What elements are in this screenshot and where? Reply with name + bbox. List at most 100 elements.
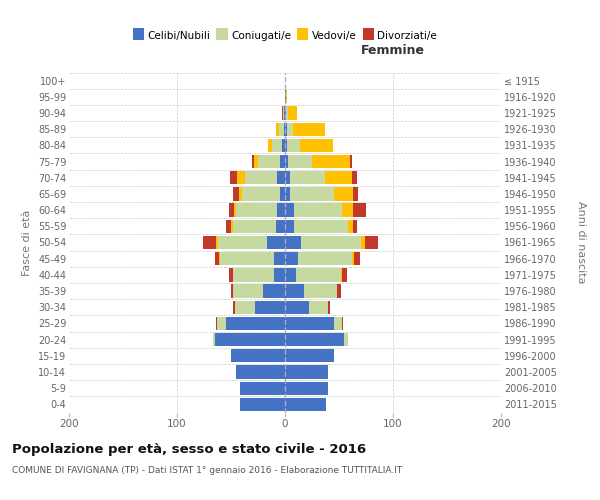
Bar xyxy=(290,171,325,184)
Bar xyxy=(229,204,234,217)
Bar xyxy=(283,106,284,120)
Bar xyxy=(353,188,358,200)
Bar xyxy=(285,333,344,346)
Bar xyxy=(347,220,353,233)
Bar xyxy=(231,349,285,362)
Bar xyxy=(274,268,285,281)
Bar xyxy=(285,382,328,395)
Bar xyxy=(231,284,233,298)
Bar xyxy=(304,284,337,298)
Bar xyxy=(298,252,352,266)
Bar xyxy=(312,155,350,168)
Bar xyxy=(285,204,293,217)
Bar xyxy=(341,268,342,281)
Bar xyxy=(233,300,235,314)
Bar xyxy=(290,188,334,200)
Bar xyxy=(285,155,288,168)
Bar xyxy=(233,268,274,281)
Bar xyxy=(282,138,285,152)
Bar xyxy=(277,171,285,184)
Bar xyxy=(233,220,277,233)
Bar xyxy=(296,268,341,281)
Bar xyxy=(236,366,285,378)
Bar xyxy=(234,204,236,217)
Bar xyxy=(352,252,354,266)
Bar xyxy=(285,171,290,184)
Bar xyxy=(251,155,254,168)
Bar xyxy=(285,284,304,298)
Bar xyxy=(354,252,359,266)
Bar xyxy=(285,138,287,152)
Bar xyxy=(334,317,342,330)
Bar xyxy=(342,204,353,217)
Bar xyxy=(242,188,280,200)
Bar xyxy=(212,333,215,346)
Bar xyxy=(334,188,353,200)
Bar xyxy=(365,236,378,249)
Bar xyxy=(284,106,285,120)
Bar xyxy=(233,188,239,200)
Bar xyxy=(233,284,263,298)
Bar xyxy=(266,236,285,249)
Bar xyxy=(328,300,331,314)
Bar xyxy=(239,398,285,411)
Bar xyxy=(219,252,220,266)
Bar xyxy=(293,122,325,136)
Bar xyxy=(293,204,342,217)
Bar xyxy=(287,138,300,152)
Bar xyxy=(285,106,286,120)
Bar xyxy=(285,122,287,136)
Bar xyxy=(301,236,361,249)
Bar xyxy=(285,236,301,249)
Bar xyxy=(239,382,285,395)
Bar xyxy=(337,284,341,298)
Bar xyxy=(254,155,258,168)
Bar xyxy=(263,284,285,298)
Bar xyxy=(226,220,231,233)
Bar xyxy=(325,171,352,184)
Bar xyxy=(280,188,285,200)
Bar xyxy=(285,90,286,104)
Bar xyxy=(309,300,328,314)
Bar xyxy=(230,171,238,184)
Bar xyxy=(285,188,290,200)
Bar xyxy=(353,204,366,217)
Bar xyxy=(235,300,255,314)
Bar xyxy=(278,122,284,136)
Bar xyxy=(272,138,282,152)
Bar xyxy=(287,122,293,136)
Bar xyxy=(344,333,347,346)
Bar xyxy=(285,252,298,266)
Bar xyxy=(229,268,233,281)
Bar xyxy=(217,317,226,330)
Y-axis label: Fasce di età: Fasce di età xyxy=(22,210,32,276)
Bar xyxy=(220,252,274,266)
Bar xyxy=(203,236,216,249)
Bar xyxy=(238,171,245,184)
Bar xyxy=(277,204,285,217)
Bar xyxy=(215,252,219,266)
Bar xyxy=(300,138,332,152)
Bar xyxy=(239,188,242,200)
Text: Femmine: Femmine xyxy=(361,44,425,57)
Bar xyxy=(236,204,277,217)
Bar xyxy=(285,220,293,233)
Text: Popolazione per età, sesso e stato civile - 2016: Popolazione per età, sesso e stato civil… xyxy=(12,442,366,456)
Y-axis label: Anni di nascita: Anni di nascita xyxy=(576,201,586,283)
Bar xyxy=(361,236,365,249)
Bar xyxy=(226,317,285,330)
Bar xyxy=(342,317,343,330)
Bar xyxy=(277,220,285,233)
Bar xyxy=(285,398,326,411)
Bar xyxy=(284,122,285,136)
Bar xyxy=(218,236,266,249)
Bar xyxy=(286,106,288,120)
Bar xyxy=(216,236,218,249)
Bar xyxy=(288,106,297,120)
Bar xyxy=(245,171,277,184)
Bar xyxy=(285,366,328,378)
Bar xyxy=(255,300,285,314)
Bar xyxy=(258,155,280,168)
Bar xyxy=(288,155,312,168)
Bar xyxy=(274,252,285,266)
